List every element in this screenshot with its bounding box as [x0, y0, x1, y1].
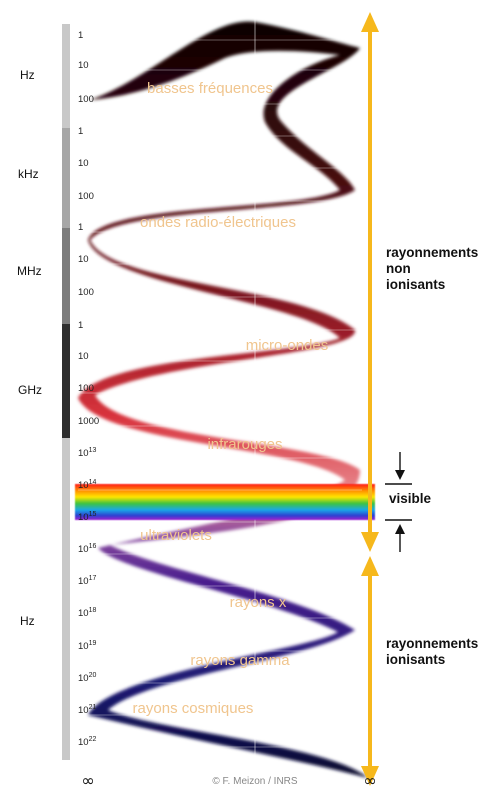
non-ionizing-arrow [361, 12, 379, 552]
band-label-4: ultraviolets [140, 527, 212, 544]
unit-label-mhz: MHz [17, 264, 42, 278]
tick-label-5: 100 [78, 191, 94, 202]
non-ionizing-line-2: non [386, 261, 411, 276]
tick-label-1: 10 [78, 60, 89, 71]
ionizing-arrow [361, 556, 379, 786]
band-label-3: infrarouges [207, 436, 282, 453]
ionizing-line-1: rayonnements [386, 636, 479, 651]
tick-label-4: 10 [78, 158, 89, 169]
scale-segment-2 [62, 228, 70, 324]
tick-label-7: 10 [78, 254, 89, 265]
tick-label-6: 1 [78, 222, 83, 233]
tick-label-11: 100 [78, 383, 94, 394]
tick-label-17: 1017 [78, 575, 96, 587]
band-label-7: rayons cosmiques [133, 700, 254, 717]
tick-label-14: 1014 [78, 479, 96, 491]
non-ionizing-line-3: ionisants [386, 277, 446, 292]
unit-label-hz-2: Hz [20, 614, 35, 628]
infinity-right: ∞ [363, 771, 376, 790]
band-label-6: rayons gamma [190, 652, 290, 669]
ionizing-line-2: ionisants [386, 652, 446, 667]
infinity-left: ∞ [81, 771, 94, 790]
tick-label-21: 1021 [78, 704, 96, 716]
band-label-2: micro-ondes [246, 337, 329, 354]
spectrum-wave [78, 21, 368, 778]
visible-label: visible [389, 491, 432, 506]
band-label-1: ondes radio-électriques [140, 214, 296, 231]
scale-segment-3 [62, 324, 70, 438]
tick-label-19: 1019 [78, 640, 96, 652]
tick-label-13: 1013 [78, 447, 96, 459]
unit-label-hz: Hz [20, 68, 35, 82]
band-label-0: basses fréquences [147, 80, 273, 97]
up-arrow-icon [395, 524, 405, 534]
tick-label-10: 10 [78, 351, 89, 362]
scale-segment-0 [62, 24, 70, 128]
unit-label-khz: kHz [18, 167, 39, 181]
band-label-5: rayons x [230, 594, 287, 611]
tick-label-0: 1 [78, 30, 83, 41]
tick-label-16: 1016 [78, 543, 96, 555]
tick-label-9: 1 [78, 320, 83, 331]
non-ionizing-line-1: rayonnements [386, 245, 479, 260]
ionizing-label: rayonnements ionisants [386, 636, 478, 668]
tick-label-3: 1 [78, 126, 83, 137]
visible-strip [75, 484, 375, 520]
credit: © F. Meizon / INRS [212, 776, 297, 787]
non-ionizing-label: rayonnements non ionisants [386, 245, 478, 293]
tick-label-15: 1015 [78, 511, 96, 523]
tick-label-2: 100 [78, 94, 94, 105]
scale-segment-1 [62, 128, 70, 228]
tick-label-8: 100 [78, 287, 94, 298]
down-arrow-icon [395, 470, 405, 480]
tick-label-22: 1022 [78, 736, 96, 748]
tick-label-18: 1018 [78, 607, 96, 619]
tick-label-20: 1020 [78, 672, 96, 684]
tick-label-12: 1000 [78, 416, 99, 427]
unit-label-ghz: GHz [18, 383, 42, 397]
scale-segment-4 [62, 438, 70, 760]
